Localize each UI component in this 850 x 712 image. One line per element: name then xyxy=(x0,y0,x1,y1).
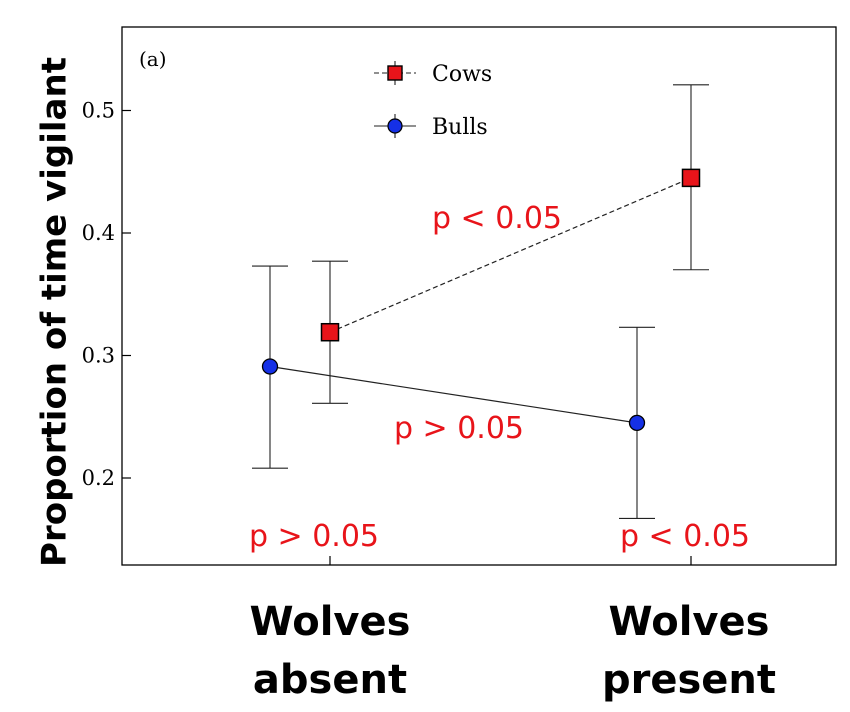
p-value-annotation: p < 0.05 xyxy=(620,519,750,554)
plot-frame xyxy=(121,26,837,566)
x-category-label-line: absent xyxy=(253,657,407,703)
legend: Cows Bulls xyxy=(374,61,492,140)
x-axis-ticks xyxy=(329,556,692,565)
data-point-square xyxy=(681,168,701,188)
x-category-label-line: Wolves xyxy=(250,599,411,645)
y-axis-ticks: 0.2 0.3 0.4 0.5 xyxy=(82,99,131,490)
x-category-label-line: Wolves xyxy=(609,599,770,645)
legend-item-cows: Cows xyxy=(374,61,492,87)
series-line xyxy=(269,365,638,424)
series-bulls xyxy=(252,265,655,519)
legend-label: Cows xyxy=(432,62,492,87)
panel-label: (a) xyxy=(139,47,167,71)
data-point-circle xyxy=(261,358,279,375)
legend-marker-square xyxy=(387,65,403,81)
y-tick-label: 0.3 xyxy=(82,344,115,368)
p-value-annotation: p > 0.05 xyxy=(249,519,379,554)
x-category-label: Wolves absent xyxy=(250,599,411,703)
annotations: p < 0.05 p > 0.05 p > 0.05 p < 0.05 xyxy=(249,201,750,554)
y-tick-label: 0.4 xyxy=(82,221,115,245)
p-value-annotation: p > 0.05 xyxy=(394,411,524,446)
data-point-square xyxy=(320,322,340,342)
series-line xyxy=(329,177,692,333)
x-category-label: Wolves present xyxy=(602,599,776,703)
y-axis-label: Proportion of time vigilant xyxy=(35,57,75,567)
series-cows xyxy=(312,84,709,404)
data-point-circle xyxy=(628,414,646,432)
series-layer xyxy=(252,84,709,519)
legend-item-bulls: Bulls xyxy=(374,114,488,140)
legend-marker-circle xyxy=(387,118,403,134)
x-axis-labels: Wolves absent Wolves present xyxy=(250,599,776,703)
p-value-annotation: p < 0.05 xyxy=(432,201,562,236)
x-category-label-line: present xyxy=(602,657,776,703)
y-tick-label: 0.2 xyxy=(82,466,115,490)
y-tick-label: 0.5 xyxy=(82,99,115,123)
legend-label: Bulls xyxy=(432,115,488,140)
